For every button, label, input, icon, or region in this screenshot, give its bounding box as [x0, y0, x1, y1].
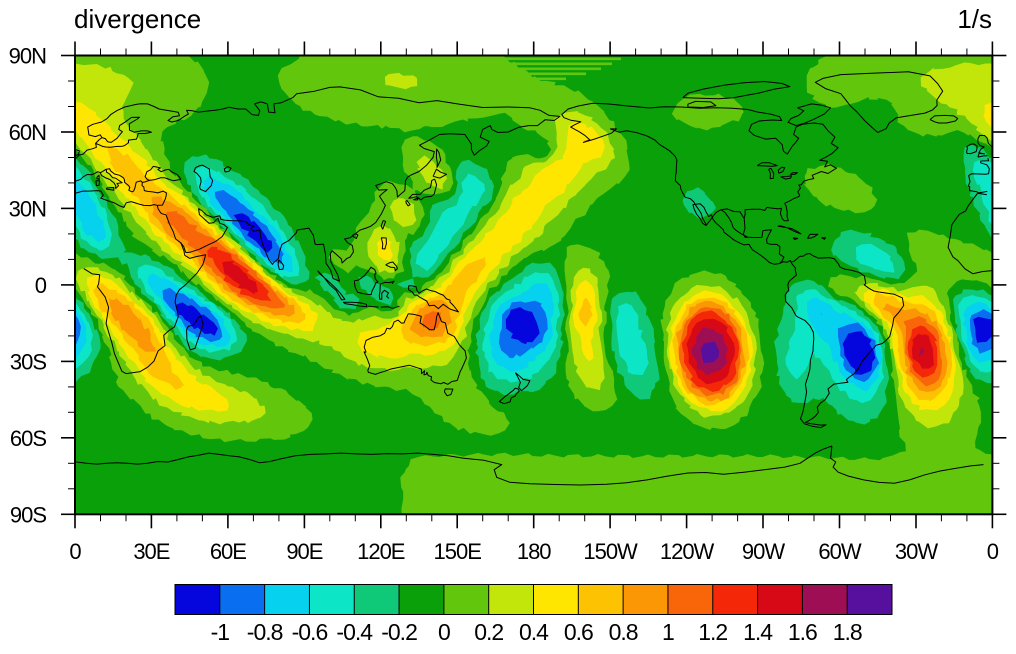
svg-text:1.4: 1.4	[743, 619, 773, 645]
svg-text:1: 1	[662, 619, 674, 645]
svg-text:60N: 60N	[9, 120, 46, 145]
svg-text:60S: 60S	[10, 426, 46, 451]
svg-text:1/s: 1/s	[957, 4, 992, 34]
svg-text:-1: -1	[211, 619, 230, 645]
svg-text:60W: 60W	[818, 539, 861, 564]
svg-text:30W: 30W	[895, 539, 938, 564]
svg-text:0: 0	[69, 539, 81, 564]
svg-text:-0.8: -0.8	[247, 619, 283, 645]
svg-text:150W: 150W	[583, 539, 638, 564]
svg-text:120E: 120E	[357, 539, 405, 564]
svg-text:1.2: 1.2	[698, 619, 727, 645]
svg-text:180: 180	[517, 539, 551, 564]
svg-text:60E: 60E	[210, 539, 246, 564]
svg-text:0: 0	[438, 619, 450, 645]
svg-text:0: 0	[35, 273, 47, 298]
svg-text:-0.4: -0.4	[336, 619, 373, 645]
svg-text:-0.2: -0.2	[381, 619, 417, 645]
svg-text:0: 0	[987, 539, 999, 564]
svg-text:0.8: 0.8	[609, 619, 638, 645]
svg-text:1.6: 1.6	[788, 619, 817, 645]
svg-text:120W: 120W	[660, 539, 715, 564]
svg-text:1.8: 1.8	[833, 619, 862, 645]
svg-text:0.2: 0.2	[474, 619, 503, 645]
svg-text:-0.6: -0.6	[292, 619, 328, 645]
svg-text:divergence: divergence	[74, 4, 201, 34]
svg-text:150E: 150E	[434, 539, 482, 564]
svg-text:0.4: 0.4	[519, 619, 549, 645]
svg-text:90N: 90N	[9, 44, 46, 69]
svg-text:30N: 30N	[9, 196, 46, 221]
svg-text:30S: 30S	[10, 349, 46, 374]
svg-text:0.6: 0.6	[564, 619, 593, 645]
svg-text:90E: 90E	[286, 539, 322, 564]
svg-text:90S: 90S	[10, 502, 46, 527]
svg-text:30E: 30E	[133, 539, 169, 564]
svg-text:90W: 90W	[742, 539, 785, 564]
